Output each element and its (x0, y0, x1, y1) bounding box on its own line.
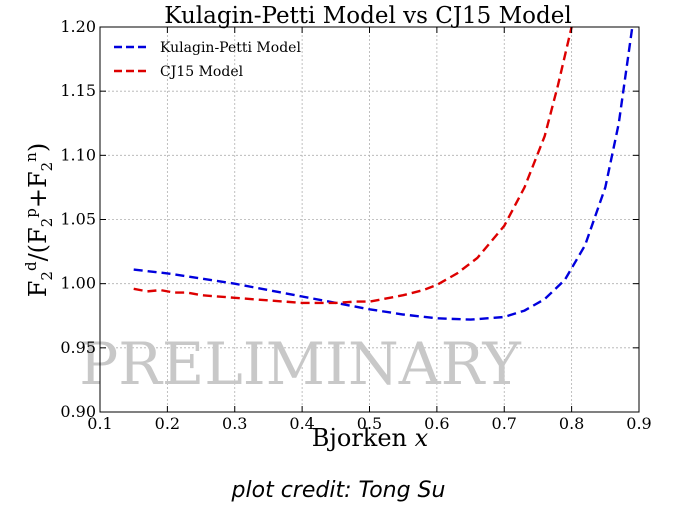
x-tick-label: 0.8 (559, 414, 584, 433)
y-tick-label: 0.95 (60, 338, 96, 357)
watermark: PRELIMINARY (79, 330, 521, 398)
watermark-layer: PRELIMINARY (79, 330, 521, 398)
x-axis-label-text: Bjorken (312, 424, 415, 452)
y-tick-label: 0.90 (60, 402, 96, 421)
plot-credit: plot credit: Tong Su (231, 478, 446, 503)
chart-title: Kulagin-Petti Model vs CJ15 Model (164, 3, 571, 29)
y-tick-label: 1.05 (60, 210, 96, 229)
x-tick-label: 0.5 (357, 414, 382, 433)
legend-label-1: Kulagin-Petti Model (160, 40, 301, 56)
x-axis-label-var: x (415, 424, 429, 452)
y-tick-label: 1.10 (60, 145, 96, 164)
series-layer (133, 27, 634, 321)
x-tick-label: 0.1 (87, 414, 112, 433)
x-tick-label: 0.6 (424, 414, 449, 433)
y-tick-label: 1.20 (60, 17, 96, 36)
x-tick-label: 0.7 (492, 414, 517, 433)
x-tick-label: 0.9 (626, 414, 651, 433)
legend-label-2: CJ15 Model (160, 64, 244, 80)
y-tick-label: 1.00 (60, 274, 96, 293)
y-axis-label: F2d/(F2p+F2n) (22, 143, 56, 297)
series-line-1 (133, 27, 634, 321)
series-line-2 (133, 27, 573, 305)
x-tick-label: 0.2 (155, 414, 180, 433)
grid-lines (99, 26, 640, 413)
legend: Kulagin-Petti Model CJ15 Model (114, 40, 301, 80)
x-axis-label: Bjorken x (312, 424, 429, 452)
x-axis-ticks: 0.1 0.2 0.3 0.4 0.5 0.6 0.7 0.8 0.9 (87, 27, 652, 433)
x-tick-label: 0.3 (222, 414, 247, 433)
y-tick-label: 1.15 (60, 81, 96, 100)
x-tick-label: 0.4 (289, 414, 314, 433)
y-axis-ticks: 0.90 0.95 1.00 1.05 1.10 1.15 1.20 (60, 17, 639, 421)
